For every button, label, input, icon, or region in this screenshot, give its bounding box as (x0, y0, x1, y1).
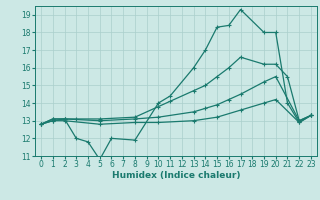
X-axis label: Humidex (Indice chaleur): Humidex (Indice chaleur) (112, 171, 240, 180)
